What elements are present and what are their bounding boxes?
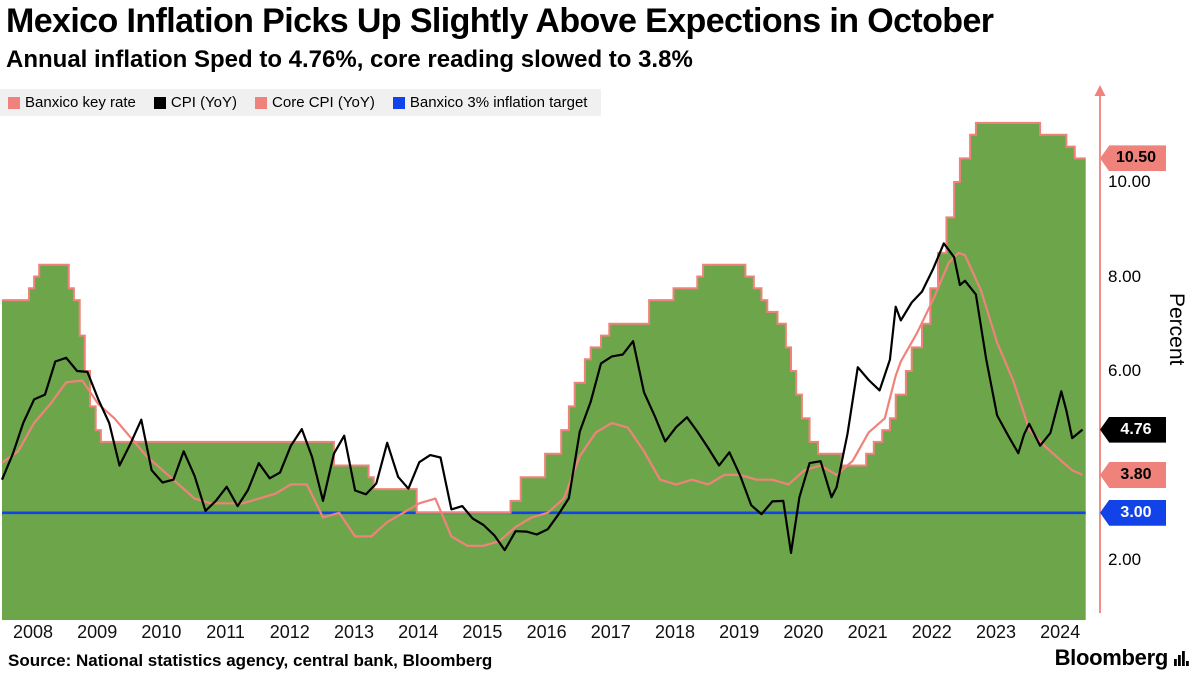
legend: Banxico key rate CPI (YoY) Core CPI (YoY) B… [0,89,602,116]
legend-item: Core CPI (YoY) [255,94,375,111]
bloomberg-logo: Bloomberg [1055,645,1190,671]
chart-title: Mexico Inflation Picks Up Slightly Above… [6,2,994,40]
legend-item-label: Core CPI (YoY) [272,94,375,111]
source-text: Source: National statistics agency, cent… [8,651,493,670]
bloomberg-chart-icon [1174,650,1189,666]
legend-swatch-icon [392,96,405,109]
legend-item-label: Banxico key rate [25,94,136,111]
legend-swatch-icon [153,96,166,109]
cpi-line [0,242,1084,554]
legend-item: Banxico 3% inflation target [392,94,588,111]
y-axis-arrow-icon [1094,85,1106,96]
legend-item-label: Banxico 3% inflation target [409,94,588,111]
legend-item: CPI (YoY) [153,94,238,111]
legend-swatch-icon [255,96,268,109]
key-rate-area [2,122,1086,621]
bloomberg-wordmark: Bloomberg [1054,645,1169,670]
chart-subtitle: Annual inflation Sped to 4.76%, core rea… [6,46,693,73]
legend-swatch-icon [8,96,20,109]
legend-item-label: CPI (YoY) [170,94,238,111]
chart-canvas [0,85,1106,621]
y-axis-title: Percent [1165,293,1188,366]
legend-item: Banxico key rate [8,94,136,111]
